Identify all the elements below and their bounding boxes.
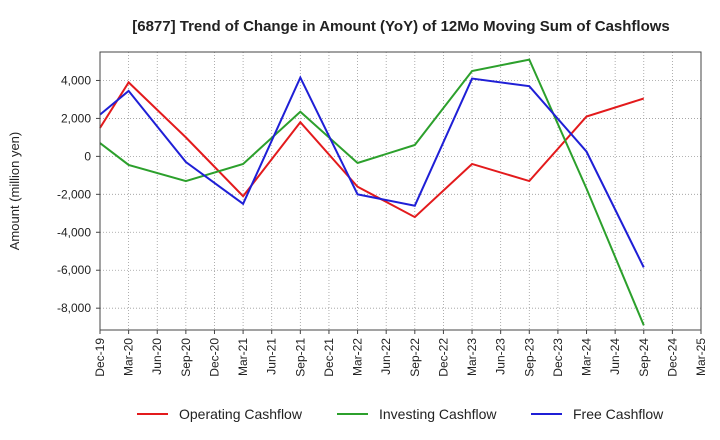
x-tick-label: Sep-21 bbox=[293, 338, 307, 377]
x-tick-label: Mar-22 bbox=[351, 338, 365, 376]
x-tick-label: Mar-23 bbox=[465, 338, 479, 376]
x-tick-label: Mar-24 bbox=[580, 338, 594, 376]
plot-area bbox=[100, 52, 701, 330]
x-tick-label: Jun-24 bbox=[608, 338, 622, 375]
plot-frame bbox=[99, 51, 702, 331]
chart-title: [6877] Trend of Change in Amount (YoY) o… bbox=[132, 18, 670, 35]
x-tick-label: Jun-22 bbox=[379, 338, 393, 375]
legend-label-free-cashflow: Free Cashflow bbox=[573, 406, 664, 422]
legend-label-operating-cashflow: Operating Cashflow bbox=[179, 406, 303, 422]
legend: Operating Cashflow Investing Cashflow Free… bbox=[137, 406, 664, 422]
y-tick-label: 2,000 bbox=[61, 111, 91, 125]
series-line-operating-cashflow bbox=[99, 80, 645, 219]
y-tick-label: 0 bbox=[84, 149, 91, 163]
y-tick-label: -6,000 bbox=[57, 263, 91, 277]
series-line-free-cashflow bbox=[99, 75, 645, 268]
x-tick-label: Dec-23 bbox=[551, 338, 565, 377]
y-tick-label: -2,000 bbox=[57, 187, 91, 201]
y-tick-label: -4,000 bbox=[57, 225, 91, 239]
x-tick-label: Dec-22 bbox=[436, 338, 450, 377]
x-tick-label: Dec-24 bbox=[665, 338, 679, 377]
y-axis-label: Amount (million yen) bbox=[7, 132, 22, 251]
legend-label-investing-cashflow: Investing Cashflow bbox=[379, 406, 497, 422]
y-tick-label: -8,000 bbox=[57, 301, 91, 315]
x-tick-label: Sep-22 bbox=[408, 338, 422, 377]
x-tick-label: Sep-23 bbox=[522, 338, 536, 377]
series-lines bbox=[99, 58, 645, 326]
x-tick-label: Dec-19 bbox=[93, 338, 107, 377]
series-line-investing-cashflow bbox=[99, 58, 645, 326]
y-tick-label: 4,000 bbox=[61, 73, 91, 87]
x-tick-label: Dec-21 bbox=[322, 338, 336, 377]
x-tick-label: Mar-25 bbox=[694, 338, 708, 376]
y-axis-ticks: 4,000 2,000 0 -2,000 -4,000 -6,000 -8,000 bbox=[57, 73, 100, 315]
x-axis-ticks: Dec-19 Mar-20 Jun-20 Sep-20 Dec-20 Mar-21 Jun-… bbox=[93, 330, 708, 377]
x-tick-label: Mar-21 bbox=[236, 338, 250, 376]
x-tick-label: Jun-20 bbox=[150, 338, 164, 375]
x-tick-label: Dec-20 bbox=[207, 338, 221, 377]
x-tick-label: Sep-20 bbox=[179, 338, 193, 377]
x-tick-label: Mar-20 bbox=[122, 338, 136, 376]
x-tick-label: Jun-23 bbox=[494, 338, 508, 375]
x-tick-label: Sep-24 bbox=[637, 338, 651, 377]
x-tick-label: Jun-21 bbox=[265, 338, 279, 375]
grid-lines bbox=[100, 52, 701, 330]
